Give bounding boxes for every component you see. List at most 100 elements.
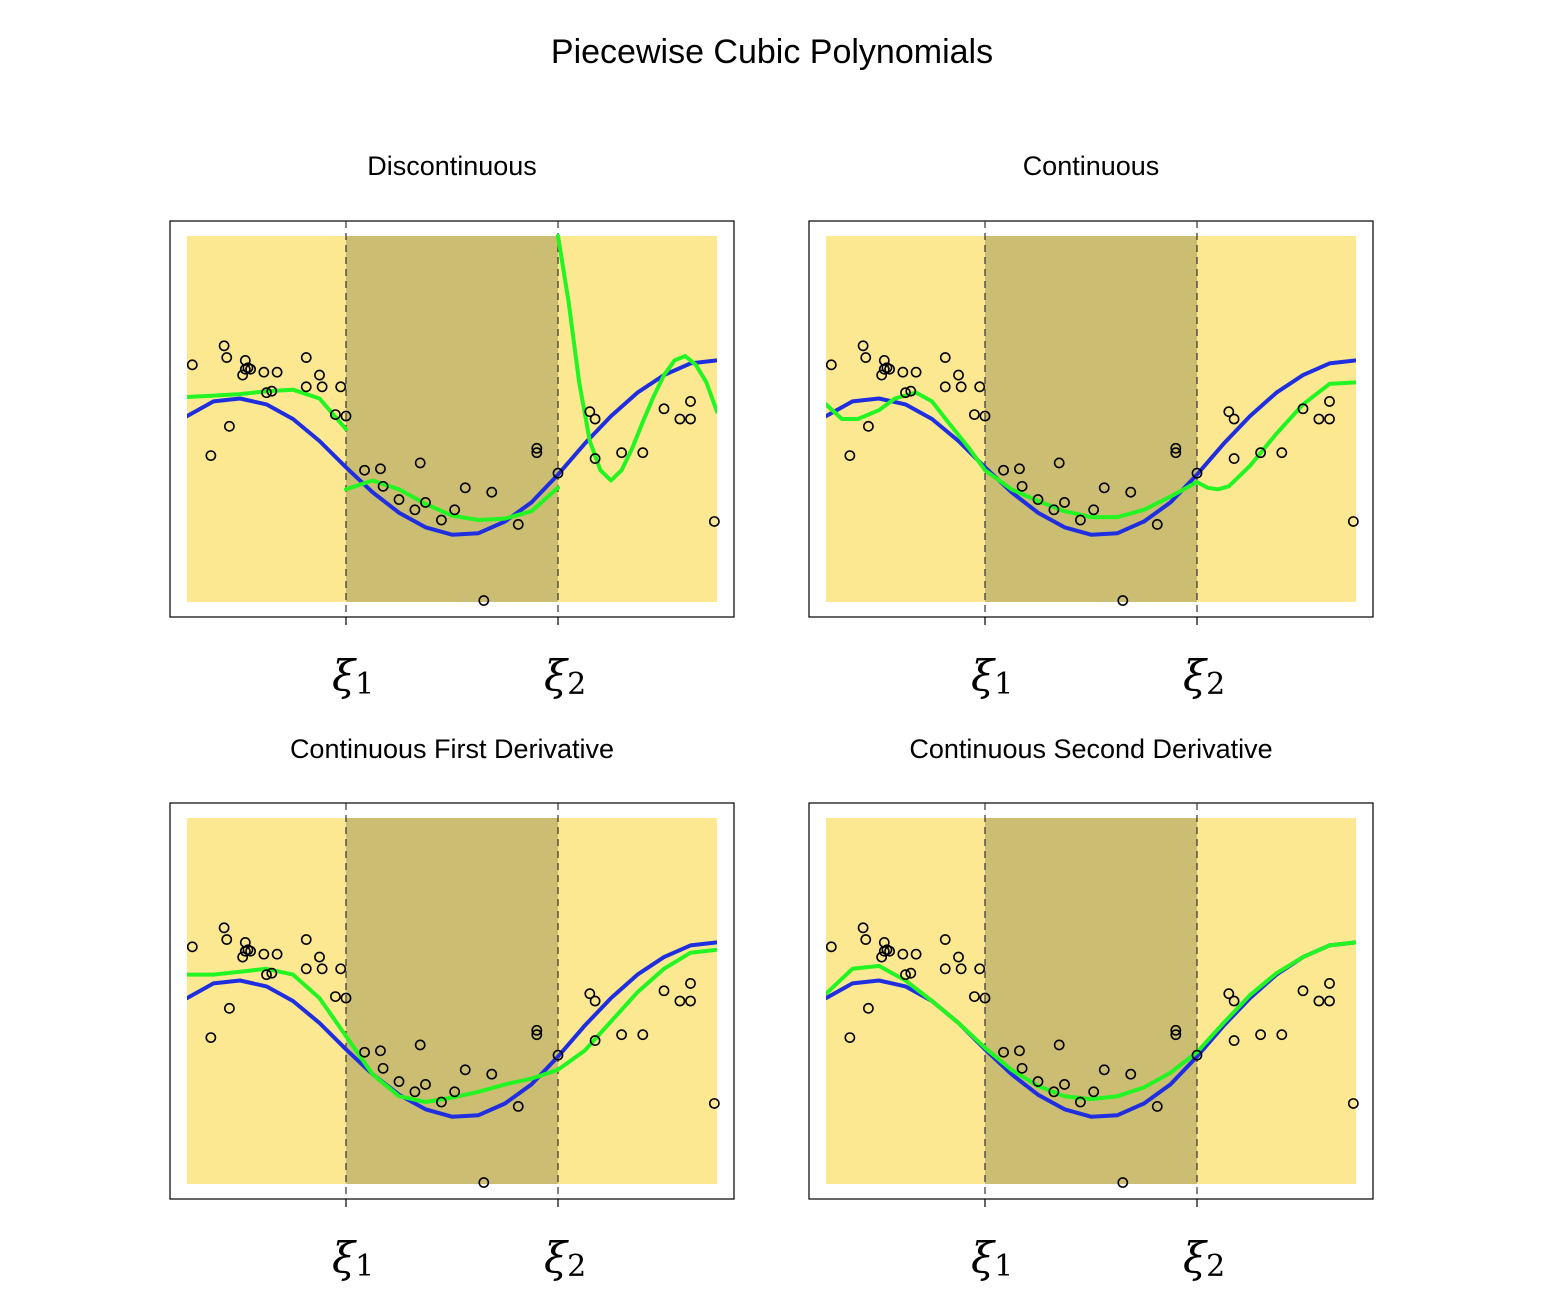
data-point xyxy=(1228,995,1240,1007)
data-point xyxy=(1088,1086,1100,1098)
data-point xyxy=(316,381,328,393)
data-point xyxy=(905,385,917,397)
data-point xyxy=(486,486,498,498)
data-point xyxy=(393,1076,405,1087)
data-point xyxy=(329,409,341,421)
data-point xyxy=(531,1029,543,1041)
knot-label-symbol: ξ xyxy=(971,651,996,700)
data-point xyxy=(998,464,1009,476)
data-point xyxy=(409,1086,421,1098)
data-point xyxy=(589,413,601,425)
data-point xyxy=(1170,1024,1182,1036)
data-point xyxy=(1191,467,1203,479)
data-point xyxy=(685,978,696,989)
knot-label-subscript: 1 xyxy=(994,1249,1013,1284)
data-point xyxy=(1313,995,1325,1007)
data-point xyxy=(1016,1062,1028,1074)
data-point xyxy=(435,514,447,526)
data-point xyxy=(1191,1049,1203,1061)
data-point xyxy=(531,1024,543,1036)
knot-label-1: ξ1 xyxy=(971,1233,1013,1284)
data-point xyxy=(876,951,888,963)
data-point xyxy=(1075,514,1086,526)
data-point xyxy=(974,963,986,975)
fitted-line-1 xyxy=(826,380,1356,520)
true-function-line xyxy=(187,358,717,537)
data-point xyxy=(420,1079,431,1090)
data-point xyxy=(300,352,312,363)
data-point xyxy=(863,1002,874,1014)
data-point xyxy=(1151,519,1163,530)
data-point xyxy=(900,969,911,981)
data-point xyxy=(1151,1101,1163,1112)
knot-label-2: ξ2 xyxy=(1183,651,1225,702)
data-point xyxy=(674,413,686,425)
data-point xyxy=(329,991,341,1003)
data-point xyxy=(900,387,911,399)
data-point xyxy=(637,1029,649,1041)
data-point xyxy=(1032,1076,1044,1087)
knot-label-2: ξ2 xyxy=(544,1233,586,1284)
knot-label-symbol: ξ xyxy=(332,1233,357,1282)
data-point xyxy=(844,450,856,461)
data-point xyxy=(1297,403,1309,415)
data-point xyxy=(271,948,283,960)
fitted-line-1 xyxy=(826,940,1356,1102)
data-point xyxy=(300,963,312,975)
data-point xyxy=(409,504,421,516)
data-point xyxy=(316,963,328,975)
knot-label-subscript: 2 xyxy=(1206,667,1225,702)
panel-title: Continuous First Derivative xyxy=(290,734,614,764)
panel-title: Continuous xyxy=(1023,151,1160,181)
data-point xyxy=(512,1101,524,1112)
data-point xyxy=(1324,978,1335,989)
data-point xyxy=(531,442,543,454)
data-point xyxy=(979,992,991,1004)
knot-label-subscript: 1 xyxy=(355,667,374,702)
data-point xyxy=(1048,504,1060,516)
data-point xyxy=(1223,406,1235,418)
knot-label-symbol: ξ xyxy=(1183,1233,1208,1282)
data-point xyxy=(449,504,461,516)
data-point xyxy=(1228,413,1240,425)
data-point xyxy=(300,381,312,393)
knot-label-subscript: 2 xyxy=(567,1249,586,1284)
panel-title: Discontinuous xyxy=(367,151,537,181)
data-point xyxy=(1276,447,1288,459)
data-point xyxy=(1313,413,1325,425)
data-point xyxy=(616,447,627,459)
data-point xyxy=(218,340,230,352)
data-point xyxy=(221,934,233,945)
data-point xyxy=(359,1046,370,1058)
data-point xyxy=(552,467,564,479)
data-point xyxy=(266,385,278,397)
data-point xyxy=(314,951,325,963)
data-point xyxy=(340,992,352,1004)
data-point xyxy=(449,1086,461,1098)
knot-label-symbol: ξ xyxy=(971,1233,996,1282)
data-point xyxy=(897,366,909,378)
data-point xyxy=(884,945,895,957)
region-middle xyxy=(346,236,558,602)
region-right xyxy=(1197,818,1356,1184)
knot-label-1: ξ1 xyxy=(332,651,374,702)
data-point xyxy=(1324,995,1335,1007)
data-point xyxy=(266,967,278,979)
data-point xyxy=(223,420,235,432)
data-point xyxy=(974,381,986,393)
data-point xyxy=(335,963,347,975)
data-point xyxy=(897,948,909,960)
knot-label-symbol: ξ xyxy=(544,1233,569,1282)
data-point xyxy=(245,945,256,957)
data-point xyxy=(1223,988,1235,1000)
data-point xyxy=(1228,453,1240,464)
data-point xyxy=(658,985,670,997)
data-point xyxy=(589,453,601,464)
data-point xyxy=(245,363,256,375)
data-point xyxy=(377,480,389,492)
data-point xyxy=(261,969,272,981)
data-point xyxy=(459,482,471,494)
